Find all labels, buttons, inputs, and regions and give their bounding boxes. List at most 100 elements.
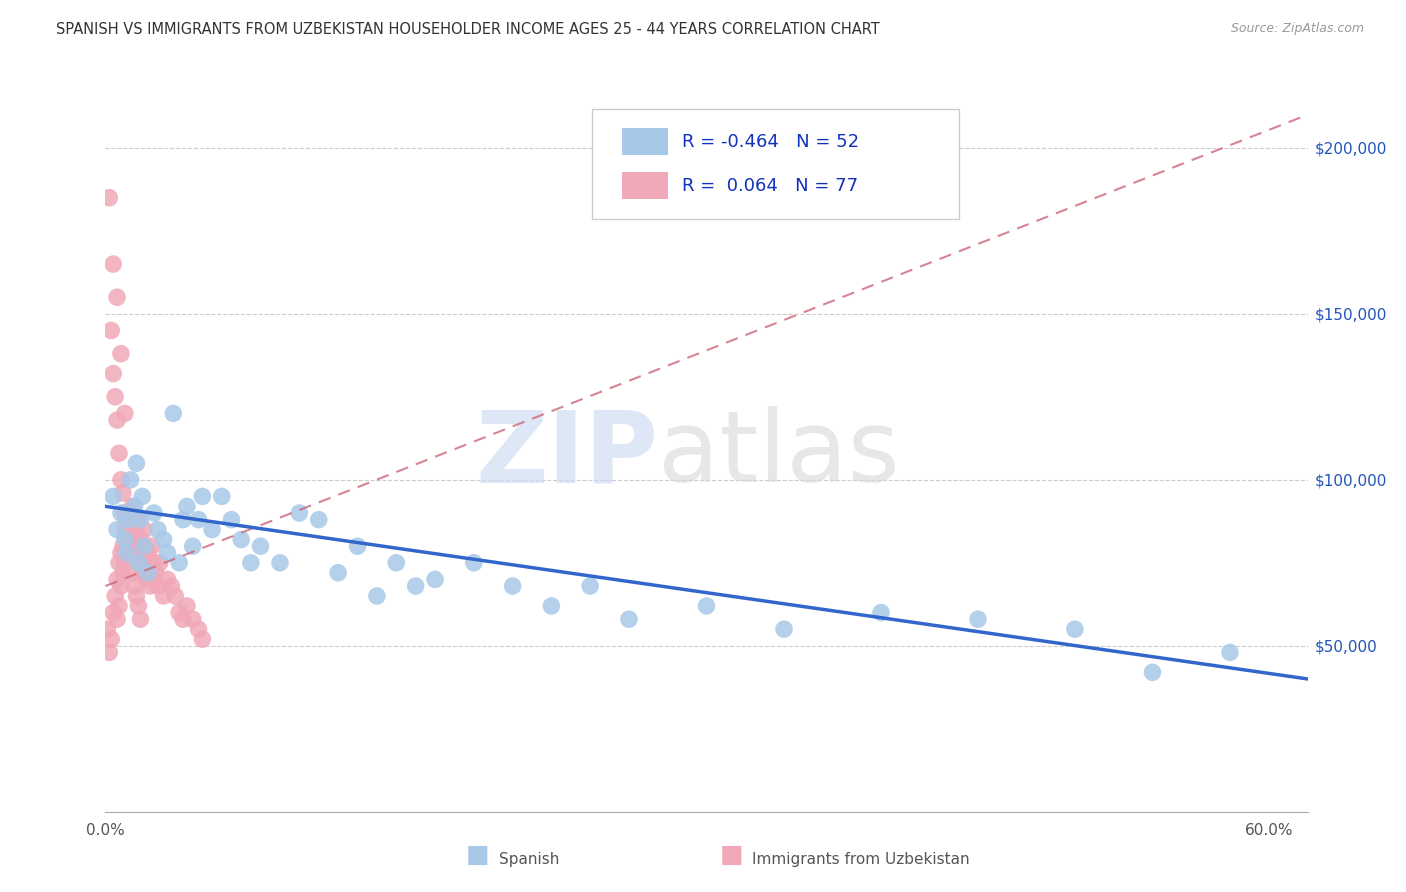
Point — [191, 490, 214, 504]
Point — [135, 573, 157, 587]
Point — [167, 606, 190, 620]
Point — [136, 546, 159, 560]
Text: ■: ■ — [467, 843, 489, 867]
Point — [115, 513, 138, 527]
Point — [105, 612, 128, 626]
Point — [104, 390, 127, 404]
Point — [121, 539, 143, 553]
Point — [111, 539, 134, 553]
Point — [579, 579, 602, 593]
Point — [111, 486, 134, 500]
Point — [617, 612, 640, 626]
Point — [103, 490, 125, 504]
Text: R =  0.064   N = 77: R = 0.064 N = 77 — [682, 177, 859, 194]
Point — [870, 606, 893, 620]
Point — [124, 513, 146, 527]
Point — [108, 556, 131, 570]
Point — [249, 539, 271, 553]
Text: ZIP: ZIP — [475, 407, 658, 503]
Point — [181, 539, 204, 553]
Point — [187, 513, 209, 527]
Point — [110, 546, 132, 560]
Point — [118, 506, 141, 520]
Point — [162, 406, 184, 420]
Point — [114, 506, 136, 520]
Point — [181, 612, 204, 626]
Point — [103, 606, 125, 620]
Point — [156, 546, 179, 560]
Point — [131, 490, 153, 504]
Point — [98, 645, 121, 659]
Point — [152, 533, 174, 547]
Point — [1064, 622, 1087, 636]
Point — [172, 513, 194, 527]
Point — [110, 473, 132, 487]
Point — [110, 347, 132, 361]
Point — [967, 612, 990, 626]
Point — [141, 539, 163, 553]
Text: Spanish: Spanish — [499, 852, 560, 867]
Point — [385, 556, 408, 570]
Point — [423, 573, 446, 587]
Point — [129, 513, 152, 527]
Point — [696, 599, 718, 613]
Point — [165, 589, 187, 603]
Point — [326, 566, 349, 580]
Point — [152, 589, 174, 603]
Point — [201, 523, 224, 537]
Point — [127, 599, 149, 613]
Point — [124, 500, 146, 514]
Point — [172, 612, 194, 626]
Point — [105, 523, 128, 537]
Point — [110, 506, 132, 520]
Point — [105, 573, 128, 587]
Point — [114, 406, 136, 420]
Point — [160, 579, 183, 593]
Point — [134, 539, 156, 553]
Point — [239, 556, 262, 570]
Point — [134, 556, 156, 570]
Point — [108, 446, 131, 460]
Point — [1142, 665, 1164, 680]
Point — [773, 622, 796, 636]
Point — [405, 579, 427, 593]
Point — [142, 556, 165, 570]
Point — [100, 632, 122, 647]
Point — [142, 573, 165, 587]
Point — [142, 506, 165, 520]
Point — [125, 523, 148, 537]
Point — [366, 589, 388, 603]
Point — [127, 556, 149, 570]
Point — [540, 599, 562, 613]
FancyBboxPatch shape — [592, 109, 959, 219]
Point — [176, 599, 198, 613]
Point — [124, 546, 146, 560]
Point — [211, 490, 233, 504]
Point — [134, 523, 156, 537]
Point — [156, 573, 179, 587]
Point — [176, 500, 198, 514]
Point — [120, 473, 142, 487]
Point — [146, 579, 169, 593]
Point — [114, 533, 136, 547]
Text: Source: ZipAtlas.com: Source: ZipAtlas.com — [1230, 22, 1364, 36]
Point — [131, 566, 153, 580]
Point — [146, 523, 169, 537]
Point — [127, 513, 149, 527]
Text: Immigrants from Uzbekistan: Immigrants from Uzbekistan — [752, 852, 970, 867]
Point — [103, 257, 125, 271]
Point — [125, 589, 148, 603]
Text: ■: ■ — [720, 843, 742, 867]
Point — [115, 546, 138, 560]
Point — [1219, 645, 1241, 659]
Point — [187, 622, 209, 636]
Point — [288, 506, 311, 520]
Point — [103, 367, 125, 381]
Point — [120, 523, 142, 537]
Text: atlas: atlas — [658, 407, 900, 503]
Point — [111, 566, 134, 580]
FancyBboxPatch shape — [623, 172, 668, 200]
Point — [120, 546, 142, 560]
Point — [129, 533, 152, 547]
Point — [105, 413, 128, 427]
